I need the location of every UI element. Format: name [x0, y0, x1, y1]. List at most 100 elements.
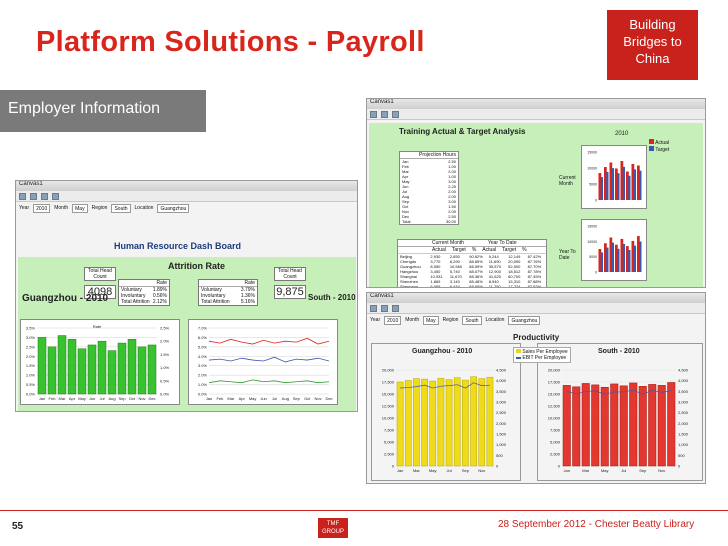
y-tick-label: 12,500 — [382, 404, 395, 409]
tr-ytd-label: Year To Date — [487, 240, 517, 246]
filter-region-select[interactable]: South — [111, 203, 131, 213]
open-icon[interactable] — [370, 110, 377, 118]
tr-legend-target-text: Target — [655, 147, 670, 153]
save-icon[interactable] — [381, 110, 388, 118]
bar — [637, 236, 640, 272]
tr-row: Apr 1.00 — [400, 174, 458, 179]
left-line-chart: 7.0%6.0%5.0%4.0%3.0%2.0%1.0%0.0%Jan Feb Ma… — [188, 319, 338, 405]
tr-city-cell: 88.36% — [469, 274, 483, 279]
ebit-line — [566, 389, 672, 395]
left-rate-header: Rate — [119, 280, 169, 287]
tr-row-value: 2.00 — [448, 209, 456, 214]
left-rate-row: Voluntary 1.89% — [119, 287, 169, 293]
bar — [137, 346, 147, 395]
tr-ytd-side: Year To Date — [559, 249, 576, 261]
y2-tick-label: 2,000 — [496, 421, 507, 426]
filter-year-select[interactable]: 2010 — [33, 203, 51, 213]
y2-tick-label: 0.5% — [160, 378, 170, 383]
tr-row-value: 2.00 — [448, 169, 456, 174]
bar — [629, 382, 638, 467]
series-line — [208, 337, 330, 345]
print-icon[interactable] — [392, 304, 399, 312]
y-tick-label: 3.0% — [26, 335, 36, 340]
bar — [628, 175, 631, 200]
y-tick-label: 17,500 — [382, 380, 395, 385]
br-yellow-panel: Guangzhou - 2010 20,000 17,500 15,000 12,50… — [371, 343, 521, 481]
y-tick-label: 7,500 — [384, 428, 395, 433]
bar — [648, 384, 657, 467]
bar — [617, 173, 620, 200]
y2-tick-label: 0.0% — [160, 392, 170, 397]
x-tick-label: Apr — [239, 396, 246, 401]
x-tick-label: Mar — [59, 396, 67, 401]
tr-col-pct: % — [471, 247, 477, 253]
tr-col-target: Target — [451, 247, 466, 253]
x-tick-label: Jun — [89, 396, 95, 401]
bar — [404, 380, 412, 467]
legend-swatch-red — [649, 139, 654, 144]
y-tick-label: 2.0% — [198, 373, 208, 378]
footer-line — [0, 510, 728, 511]
bar — [598, 249, 602, 272]
chart-label: Rate — [93, 324, 102, 329]
bar — [117, 342, 127, 395]
tr-cities-table: Current Month Year To Date Actual Target… — [397, 239, 547, 288]
bar — [617, 248, 620, 272]
bar — [619, 385, 628, 467]
tr-city-cell: 87.52% — [527, 284, 542, 288]
right-rate-table: Rate Voluntary 3.79% Involuntary 1.36% Tot… — [198, 279, 258, 306]
tr-city-name: Guangzhou — [400, 264, 421, 269]
br-filter-year-select[interactable]: 2010 — [384, 315, 402, 325]
legend-swatch-line — [516, 357, 521, 359]
y-tick-label: 0 — [595, 199, 597, 203]
open-icon[interactable] — [370, 304, 377, 312]
x-tick-label: Oct — [304, 396, 311, 401]
bar — [453, 377, 461, 467]
x-tick-label: Jun — [260, 396, 266, 401]
tr-city-cell: 87.42% — [527, 254, 542, 259]
bar — [127, 339, 137, 395]
br-filter-location-select[interactable]: Guangzhou — [508, 315, 541, 325]
tr-city-cell: 52,000 — [508, 264, 521, 269]
right-rate-header: Rate — [199, 280, 257, 287]
tr-toolbar — [367, 109, 705, 120]
right-rate-val: 5.16% — [240, 299, 255, 305]
y-tick-label: 2,500 — [550, 452, 561, 457]
br-filter-month-select[interactable]: May — [423, 315, 439, 325]
br-legend-ebit: EBIT Per Employee — [516, 355, 568, 361]
print-icon[interactable] — [392, 110, 399, 118]
bar — [611, 168, 614, 200]
tr-city-header: Current Month Year To Date — [398, 240, 546, 247]
tr-city-cell: 8,940 — [488, 279, 499, 284]
x-tick-label: Nov — [138, 396, 145, 401]
x-tick-label: Sep — [462, 468, 470, 473]
tr-city-rows: Beijing 2,930 2,650 90.62% 9,244 12,149 87.42%… — [398, 254, 546, 288]
bar — [620, 238, 624, 272]
filter-month-select[interactable]: May — [72, 203, 88, 213]
y-tick-label: 1.0% — [198, 382, 208, 387]
tr-current-month-side: Current Month — [559, 175, 576, 187]
y-tick-label: 10000 — [587, 240, 597, 244]
save-icon[interactable] — [30, 192, 37, 200]
br-right-chart-title: South - 2010 — [598, 348, 640, 355]
x-tick-label: Feb — [216, 396, 224, 401]
br-productivity-title: Productivity — [513, 333, 560, 342]
br-toolbar — [367, 303, 705, 314]
tr-city-cell: 5,065 — [430, 284, 441, 288]
print-icon[interactable] — [41, 192, 48, 200]
y2-tick-label: 1,500 — [496, 432, 507, 437]
filter-location-select[interactable]: Guangzhou — [157, 203, 190, 213]
tr-row-month: Jun — [402, 184, 409, 189]
tr-row-month: Dec — [402, 214, 410, 219]
attrition-title: Attrition Rate — [168, 261, 225, 271]
tr-city-row: Chengdu 3,770 6,290 88.65% 11,690 20,090 87.76… — [398, 259, 546, 264]
y-tick-label: 3.0% — [198, 363, 208, 368]
br-filter-region-select[interactable]: South — [462, 315, 482, 325]
tr-city-cell: 87.78% — [527, 269, 542, 274]
open-icon[interactable] — [19, 192, 26, 200]
bar — [478, 378, 486, 467]
bar — [633, 245, 636, 272]
save-icon[interactable] — [381, 304, 388, 312]
filter-icon[interactable] — [52, 192, 59, 200]
br-yellow-chart: 20,000 17,500 15,000 12,500 10,000 7,500 5,000… — [382, 368, 507, 474]
